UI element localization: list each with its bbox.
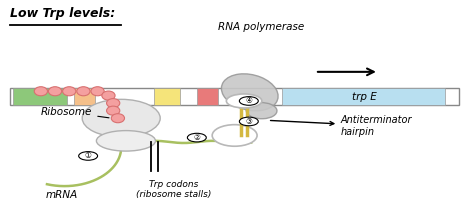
Bar [12, 88, 67, 105]
Ellipse shape [63, 87, 76, 96]
Text: Low Trp levels:: Low Trp levels: [10, 7, 115, 20]
Bar [282, 88, 445, 105]
Text: ③: ③ [246, 117, 252, 126]
Ellipse shape [221, 74, 278, 111]
Text: Antiterminator
hairpin: Antiterminator hairpin [271, 115, 412, 136]
Ellipse shape [107, 99, 120, 108]
Ellipse shape [246, 103, 277, 119]
Bar [10, 88, 459, 105]
Text: ①: ① [85, 151, 91, 160]
Ellipse shape [212, 125, 257, 146]
Ellipse shape [34, 87, 47, 96]
Text: ④: ④ [246, 96, 252, 105]
Circle shape [239, 117, 258, 126]
Ellipse shape [82, 99, 160, 137]
Ellipse shape [111, 114, 125, 123]
Ellipse shape [96, 131, 155, 151]
Circle shape [239, 97, 258, 105]
Ellipse shape [102, 91, 115, 100]
Ellipse shape [91, 87, 104, 96]
Bar [74, 88, 95, 105]
Text: trp E: trp E [352, 92, 377, 102]
Circle shape [187, 133, 206, 142]
Text: mRNA: mRNA [46, 190, 78, 200]
Text: ②: ② [193, 133, 201, 142]
Ellipse shape [227, 94, 262, 108]
Text: RNA polymerase: RNA polymerase [218, 21, 304, 31]
Text: Trp codons
(ribosome stalls): Trp codons (ribosome stalls) [136, 180, 211, 199]
Ellipse shape [77, 87, 90, 96]
Ellipse shape [48, 87, 62, 96]
Bar [197, 88, 218, 105]
Circle shape [79, 152, 98, 160]
Ellipse shape [107, 106, 120, 115]
Bar [155, 88, 180, 105]
Text: Ribosome: Ribosome [41, 107, 109, 118]
